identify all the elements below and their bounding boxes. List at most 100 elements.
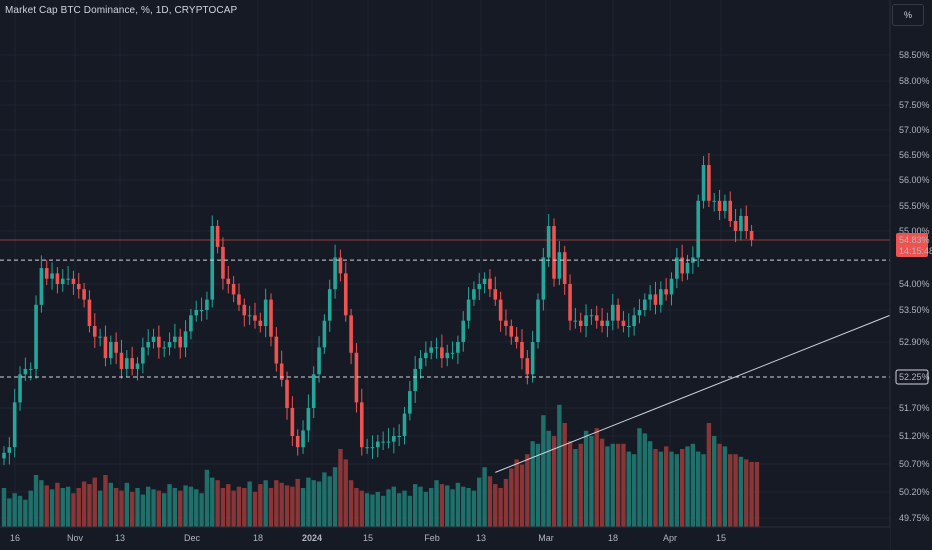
volume-bar [167,484,172,527]
candle [274,336,279,364]
volume-bar [135,488,140,527]
candle [675,257,679,279]
x-tick-label: Feb [424,533,440,543]
y-tick-label: 56.50% [899,150,930,160]
volume-bar [220,488,226,527]
volume-bar [557,404,562,527]
candle [146,342,150,348]
candle [226,278,231,284]
candle [739,216,743,231]
last-price-box [896,233,928,258]
volume-bar [172,488,178,527]
candle [643,299,647,310]
candle [701,165,706,201]
volume-bar [578,443,583,527]
volume-bar [231,490,236,527]
volume-bar [338,449,343,527]
volume-bar [44,485,49,527]
volume-bar [754,462,760,527]
volume-bar [450,489,455,527]
volume-bar [210,477,215,527]
volume-bar [300,488,306,527]
volume-bar [49,489,55,527]
volume-bar [583,430,589,527]
candle [194,310,199,316]
candle [285,379,289,408]
volume-bar [55,482,60,527]
volume-bar [306,477,311,527]
volume-bar [551,436,557,527]
volume-bar [530,441,535,527]
candle [429,347,433,353]
y-tick-label: 58.50% [899,50,930,60]
volume-bar [81,481,87,527]
volume-bar [733,454,738,527]
volume-bar [354,488,359,527]
x-tick-label: 15 [363,533,373,543]
x-tick-label: 13 [476,533,486,543]
volume-bar [119,490,124,527]
volume-bar [541,415,546,527]
y-tick-label: 57.50% [899,100,930,110]
volume-bar [621,443,626,527]
candle [392,436,396,442]
volume-bar [396,493,402,527]
x-tick-label: 2024 [302,533,322,543]
last-price-label: 54.83% [899,235,930,245]
volume-bar [316,481,322,527]
volume-bar [498,488,503,527]
candle [637,310,642,316]
x-tick-label: 15 [716,533,726,543]
candles [2,153,754,466]
unit-toggle[interactable]: % [892,4,924,26]
y-tick-label: 55.00% [899,226,930,236]
volume-bar [145,486,151,527]
y-tick-label: 51.70% [899,403,930,413]
volume-bar [696,451,701,527]
candle [34,304,38,369]
volume-bar [749,462,754,527]
candle [221,246,225,279]
candle [605,320,610,326]
volume-bar [322,472,327,527]
candle [664,289,668,295]
volume-bar [487,476,493,527]
volume-bar [7,498,12,527]
candle [338,257,343,274]
x-tick-label: Nov [67,533,84,543]
volume-bar [685,446,690,527]
candle [317,347,321,375]
candle [541,257,546,300]
candle [445,352,450,359]
candle [397,436,401,437]
volume-bar [226,484,231,527]
volume-bar [194,489,199,527]
volume-bar [573,449,578,527]
volume-bar [258,484,263,527]
grid [0,0,890,527]
volume-bar [28,490,33,527]
candle [215,226,220,247]
candle [28,368,33,370]
price-axis-bg [890,0,932,550]
volume-bar [236,486,242,527]
candle [461,320,466,342]
candle [477,284,482,290]
volume-bar [391,486,397,527]
candle [536,299,540,342]
candle [253,315,257,321]
volume-bar [412,484,418,527]
y-tick-label: 51.20% [899,431,930,441]
candle [557,252,562,279]
candle [183,331,188,348]
volume-bar [493,484,498,527]
candle [322,320,327,348]
overlays [0,239,932,473]
volume-bar [434,480,439,527]
candle [717,200,722,211]
candle [493,289,498,300]
candle [621,320,626,326]
volume-bar [674,454,680,527]
candle [178,336,183,348]
